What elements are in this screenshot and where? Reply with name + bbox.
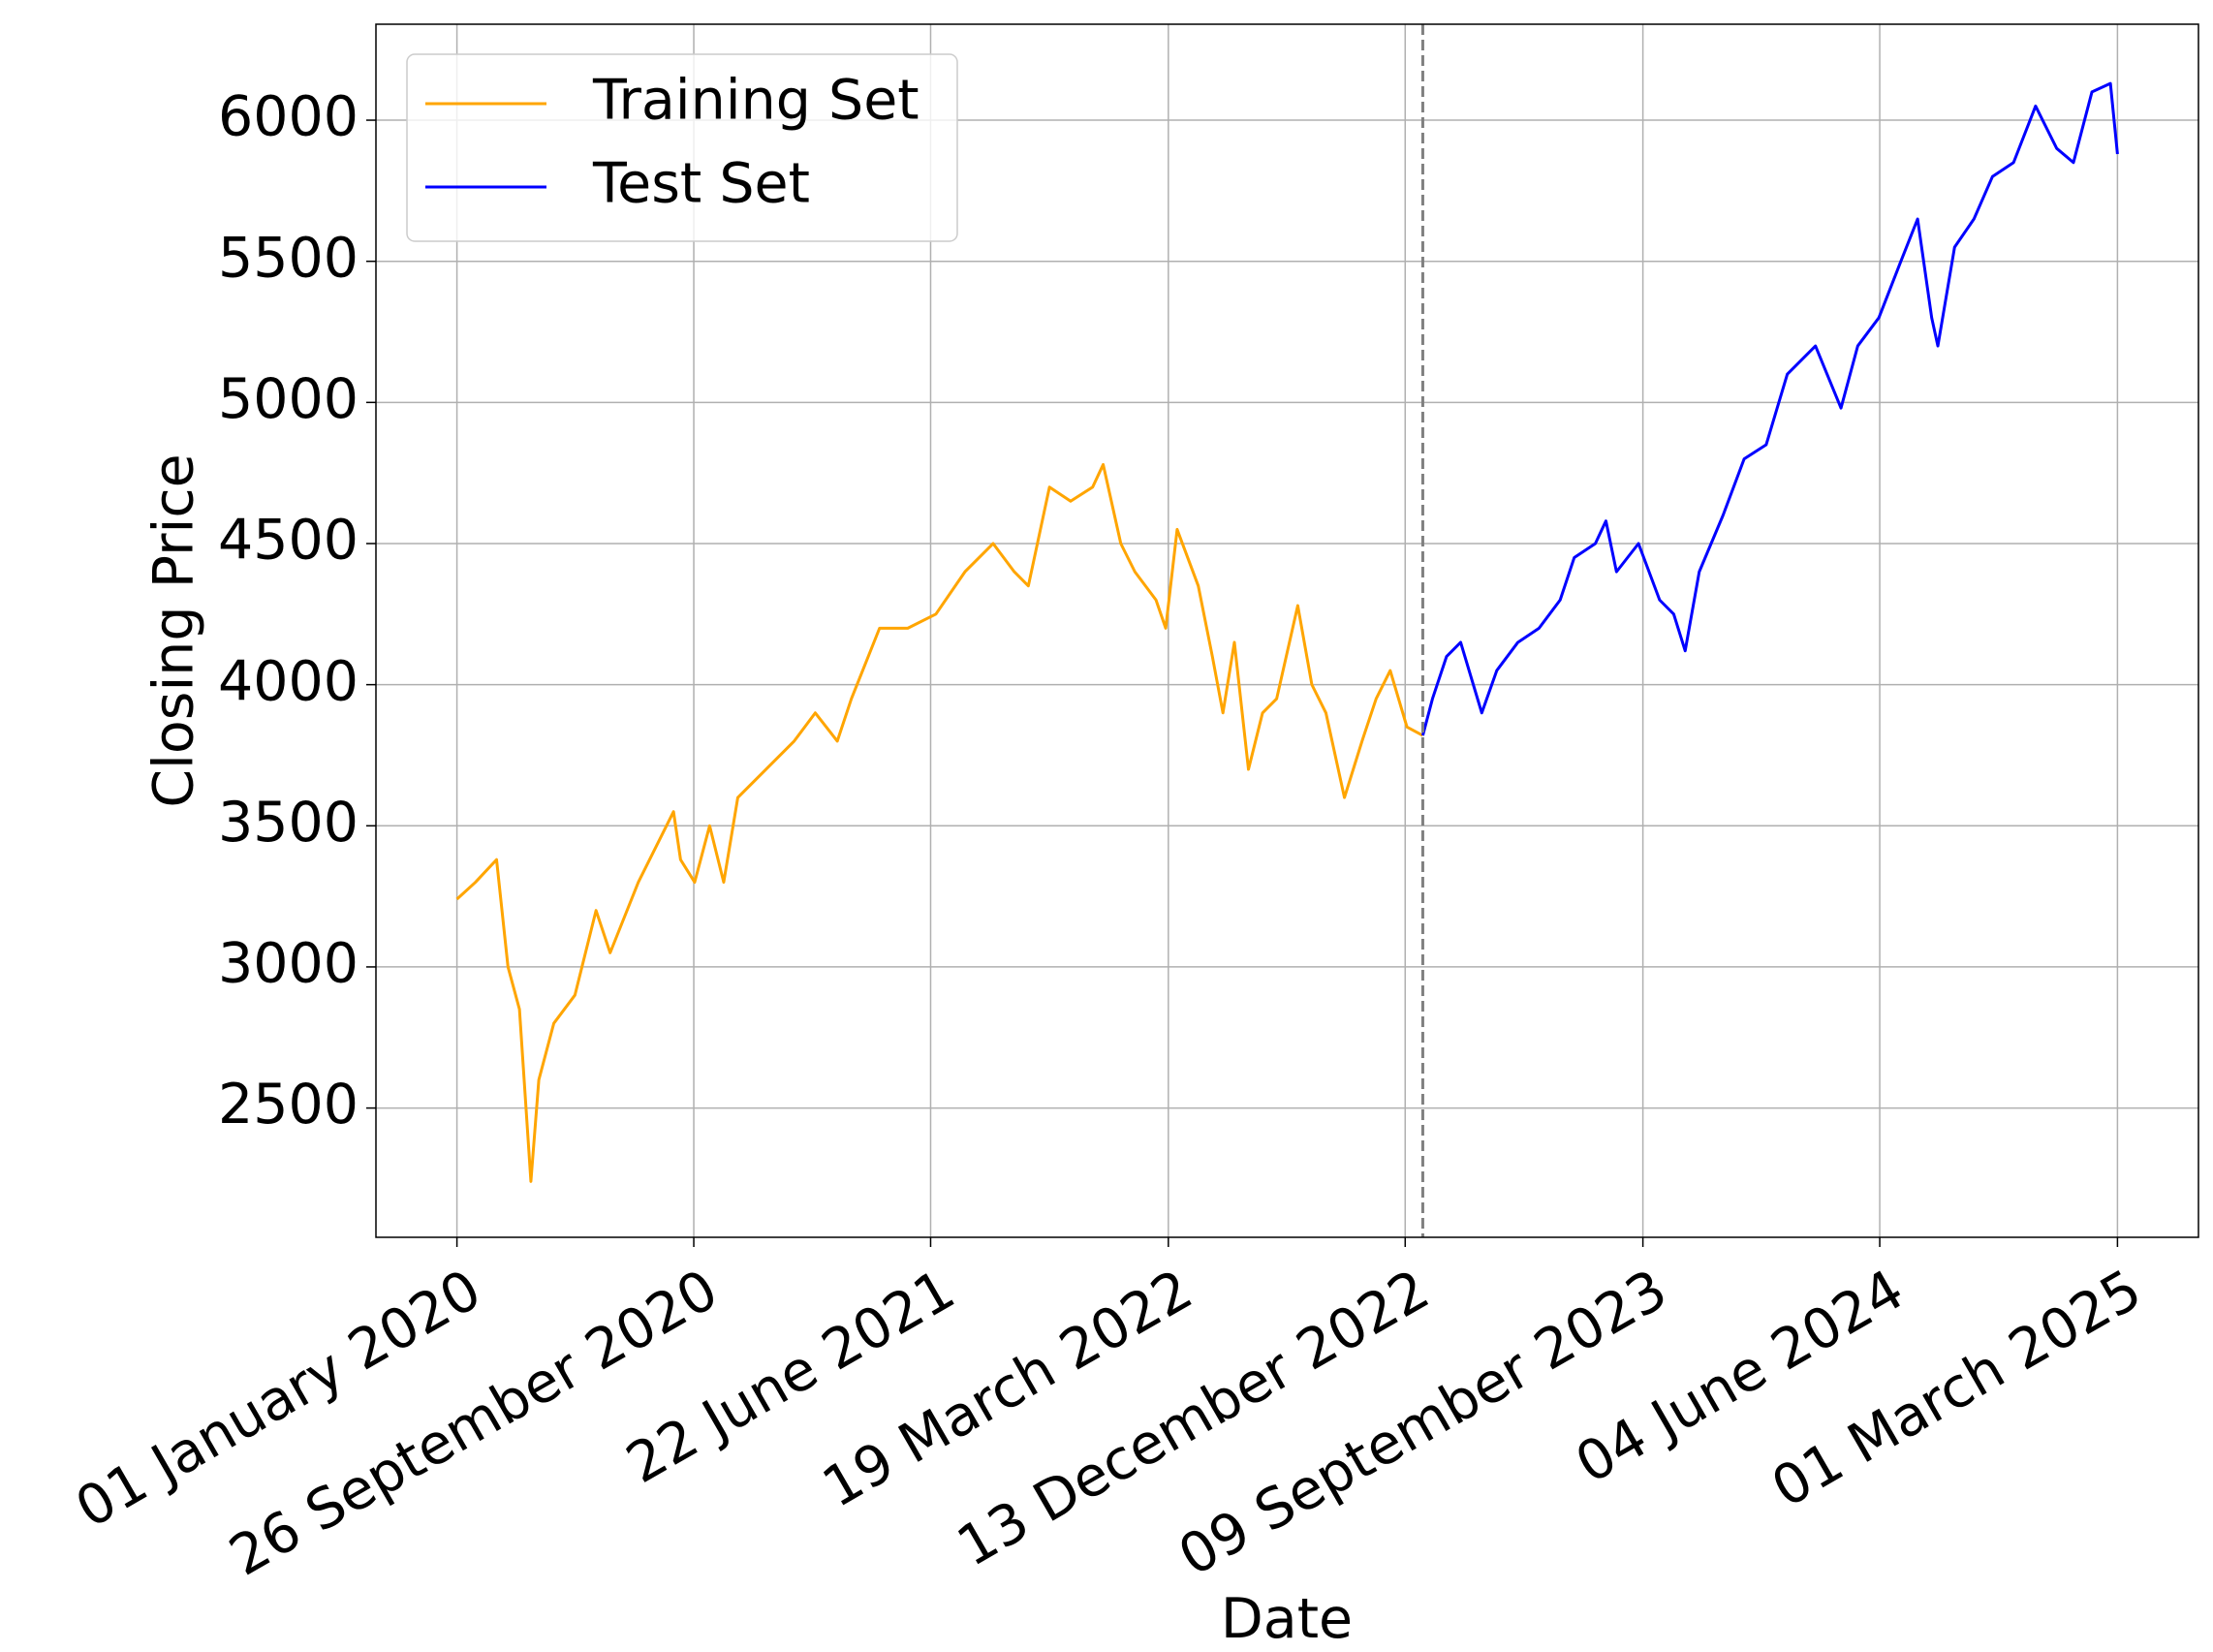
legend-label: Test Set (592, 152, 810, 216)
series-line (455, 462, 1424, 1183)
x-axis-label: Date (1221, 1587, 1353, 1651)
legend-box (406, 53, 958, 242)
y-tick-label: 3500 (218, 791, 358, 855)
legend: Training Set Test Set (406, 53, 958, 242)
plot-frame (375, 23, 2199, 1238)
y-tick-label: 5500 (218, 226, 358, 290)
y-tick-label: 4000 (218, 649, 358, 713)
series-line (1420, 81, 2119, 736)
y-tick-label: 5000 (218, 367, 358, 431)
y-tick-label: 6000 (218, 85, 358, 149)
legend-label: Training Set (592, 69, 919, 133)
y-tick-label: 2500 (218, 1073, 358, 1137)
y-axis-label: Closing Price (142, 453, 206, 808)
y-tick-label: 4500 (218, 509, 358, 573)
y-tick-label: 3000 (218, 932, 358, 996)
